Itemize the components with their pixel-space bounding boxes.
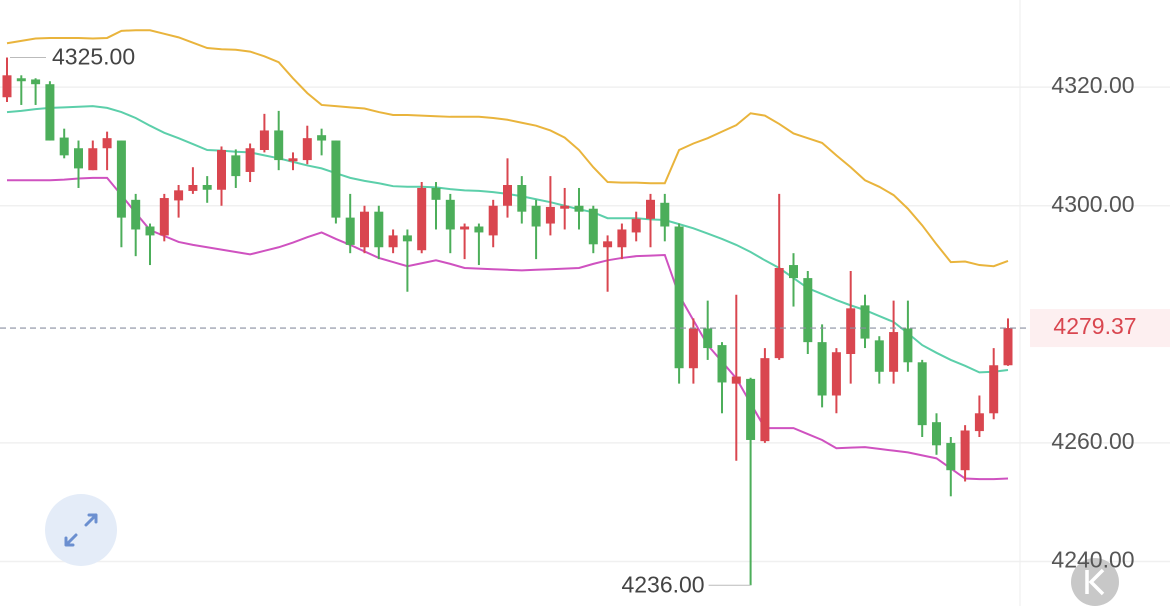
candle-body xyxy=(488,205,498,236)
candle-body xyxy=(259,130,269,151)
candle-body xyxy=(831,352,841,396)
band-line xyxy=(7,176,1009,481)
candle-body xyxy=(45,84,55,141)
candle-body xyxy=(574,205,584,212)
candle-body xyxy=(331,140,341,218)
candle-body xyxy=(545,206,555,224)
candle-body xyxy=(360,211,369,248)
labels-layer: 4240.00 4260.00 4300.00 4320.00 4279.37 4325.… xyxy=(0,44,1170,597)
candle-body xyxy=(646,199,655,219)
candle-body xyxy=(116,140,126,218)
candle-body xyxy=(774,268,784,359)
candle-body xyxy=(660,202,670,227)
candle-body xyxy=(846,308,856,354)
candle-body xyxy=(16,78,26,82)
candle-body xyxy=(731,376,741,384)
candle-body xyxy=(402,235,412,242)
candle-body xyxy=(345,217,355,245)
candle-body xyxy=(374,211,384,248)
candle-body xyxy=(946,442,956,471)
expand-icon[interactable] xyxy=(64,513,98,547)
y-tick-label: 4260.00 xyxy=(1051,428,1134,454)
band-line xyxy=(6,105,1009,374)
last-price-box xyxy=(1030,309,1170,348)
candle-body xyxy=(274,130,284,161)
candle-body xyxy=(302,138,312,161)
k-button[interactable] xyxy=(1071,558,1119,606)
candle-body xyxy=(445,199,455,230)
candle-body xyxy=(703,328,713,349)
candle-body xyxy=(760,358,770,442)
candle-body xyxy=(245,148,255,172)
candle-body xyxy=(688,328,698,369)
candle-body xyxy=(674,226,684,369)
candle-body xyxy=(174,190,184,201)
candle-body xyxy=(932,422,941,446)
candle-body xyxy=(746,378,756,440)
candle-body xyxy=(74,148,83,169)
y-tick-label: 4240.00 xyxy=(1051,547,1134,573)
candle-body xyxy=(102,138,112,149)
candle-body xyxy=(989,365,999,414)
y-tick-label: 4300.00 xyxy=(1051,191,1134,217)
candle-body xyxy=(31,79,41,85)
last-price-label: 4279.37 xyxy=(1053,313,1136,339)
candle-body xyxy=(631,218,641,233)
candle-body xyxy=(917,362,927,426)
candle-body xyxy=(388,235,398,248)
candle-body xyxy=(474,226,484,233)
candle-body xyxy=(217,150,226,190)
k-icon[interactable] xyxy=(1085,568,1105,596)
low-marker-label: 4236.00 xyxy=(621,571,704,597)
k-circle[interactable] xyxy=(1071,558,1119,606)
candle-body xyxy=(88,148,98,171)
candle-body xyxy=(159,198,169,236)
candle-body xyxy=(2,75,12,98)
candle-body xyxy=(1003,328,1013,366)
candle-body xyxy=(874,340,884,372)
candle-body xyxy=(889,332,899,372)
candle-body xyxy=(503,185,512,206)
candle-body xyxy=(603,241,613,248)
candle-body xyxy=(588,208,598,245)
candle-body xyxy=(803,278,813,343)
candle-body xyxy=(145,226,155,236)
candle-body xyxy=(59,137,69,156)
candle-body xyxy=(188,185,198,191)
candle-body xyxy=(431,187,441,200)
candle-body xyxy=(960,430,970,471)
candle-body xyxy=(560,205,570,209)
candle-body xyxy=(131,199,141,230)
expand-button[interactable] xyxy=(45,494,117,566)
candle-body xyxy=(717,345,727,383)
candle-body xyxy=(617,229,627,248)
expand-circle[interactable] xyxy=(45,494,117,566)
candle-body xyxy=(860,305,870,339)
bands-layer xyxy=(6,29,1009,481)
candle-body xyxy=(903,328,913,363)
y-tick-label: 4320.00 xyxy=(1051,72,1134,98)
high-marker-label: 4325.00 xyxy=(52,44,135,70)
candle-body xyxy=(202,185,212,190)
candle-body xyxy=(231,155,241,177)
candle-body xyxy=(817,342,827,396)
candle-body xyxy=(974,413,984,432)
candle-body xyxy=(531,205,541,227)
candle-body xyxy=(317,135,327,141)
candle-body xyxy=(460,226,470,230)
candles-layer xyxy=(2,57,1013,586)
candle-body xyxy=(417,187,427,251)
candle-body xyxy=(288,158,298,162)
band-line xyxy=(6,29,1009,268)
grid-layer xyxy=(0,86,1170,563)
candle-body xyxy=(789,265,798,279)
candle-body xyxy=(517,185,527,212)
